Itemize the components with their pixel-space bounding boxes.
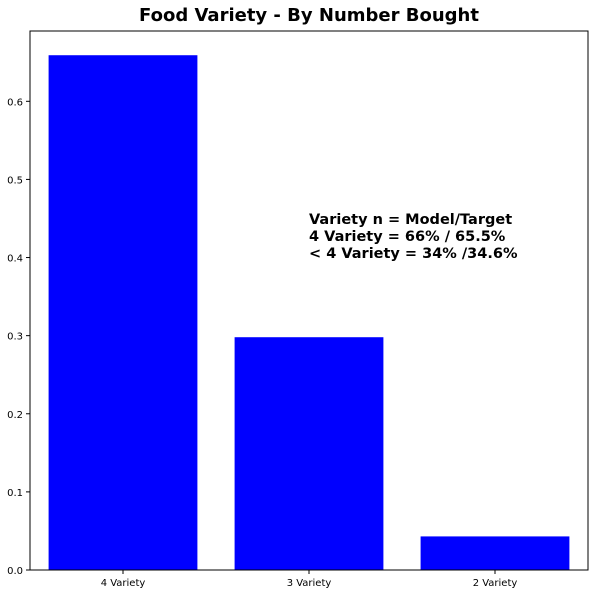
axes-layer: 0.0 0.1 0.2 0.3 0.4 0.5 0.6 4 Variety 3 Variety 2… [7,30,589,589]
y-tick-label: 0.5 [7,175,23,186]
x-tick-label: 2 Variety [473,578,518,589]
x-tick-label: 4 Variety [101,578,146,589]
y-tick-label: 0.6 [7,97,23,108]
annotation-line: Variety n = Model/Target [309,212,512,228]
annotation-line: 4 Variety = 66% / 65.5% [309,229,506,245]
y-tick-label: 0.4 [7,254,23,265]
y-tick-label: 0.3 [7,332,23,343]
bars-layer [48,55,570,571]
bar-4-variety [48,55,198,571]
bar-3-variety [234,337,384,570]
y-tick-label: 0.2 [7,410,23,421]
x-tick-label: 3 Variety [287,578,332,589]
bar-2-variety [420,536,570,570]
chart-title: Food Variety - By Number Bought [139,5,479,26]
y-tick-label: 0.1 [7,488,23,499]
annotation-line: < 4 Variety = 34% /34.6% [309,246,518,262]
y-tick-label: 0.0 [7,566,23,577]
